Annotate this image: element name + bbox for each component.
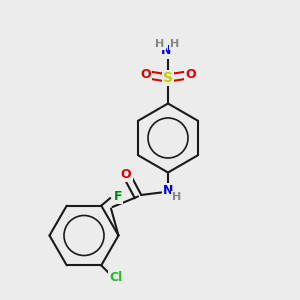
Text: F: F (113, 190, 122, 203)
Text: H: H (172, 192, 181, 202)
Text: N: N (161, 44, 172, 58)
Text: O: O (121, 167, 131, 181)
Text: Cl: Cl (110, 271, 123, 284)
Text: N: N (163, 184, 173, 197)
Text: O: O (140, 68, 151, 82)
Text: H: H (170, 39, 179, 49)
Text: S: S (163, 71, 173, 85)
Text: H: H (155, 39, 164, 49)
Text: O: O (185, 68, 196, 82)
